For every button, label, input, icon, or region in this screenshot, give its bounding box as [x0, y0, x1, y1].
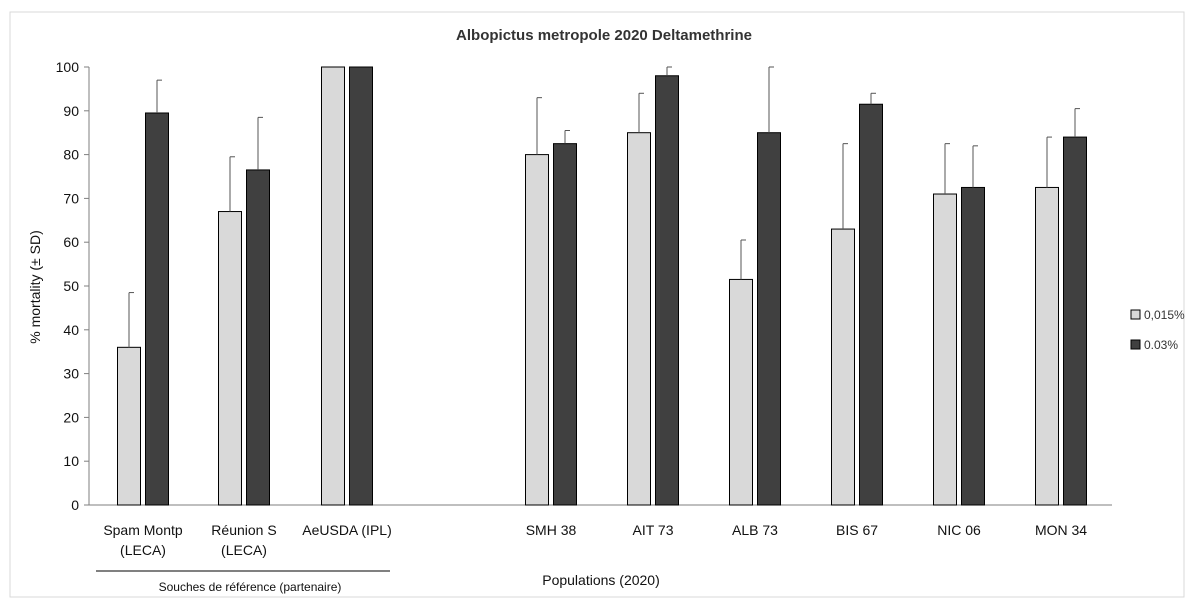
category-label: AIT 73	[633, 522, 674, 538]
bar-high-dose	[655, 75, 679, 506]
bar-high-dose	[349, 66, 373, 506]
bar-high-dose	[859, 103, 883, 506]
bar-high-dose	[757, 132, 781, 506]
error-bars-layer	[128, 66, 1080, 348]
bar-low-dose	[831, 228, 855, 506]
y-tick-label: 50	[63, 278, 79, 294]
y-tick-label: 10	[63, 453, 79, 469]
y-tick-label: 90	[63, 103, 79, 119]
category-labels: Spam Montp (LECA) Réunion S (LECA) AeUSDA (I…	[103, 522, 1087, 558]
bar-low-dose	[627, 132, 651, 506]
bar-low-dose	[321, 66, 345, 506]
bar-high-dose	[961, 186, 985, 506]
legend-swatch	[1130, 339, 1141, 350]
bar-low-dose	[218, 211, 242, 506]
y-tick-label: 40	[63, 322, 79, 338]
legend-swatch	[1130, 309, 1141, 320]
bar-high-dose	[145, 112, 169, 506]
bar-low-dose	[933, 193, 957, 506]
bar-low-dose	[1035, 186, 1059, 506]
category-label: SMH 38	[526, 522, 577, 538]
chart-frame	[9, 11, 1185, 598]
category-label: ALB 73	[732, 522, 778, 538]
y-axis-label: % mortality (± SD)	[27, 230, 43, 343]
y-tick-label: 20	[63, 409, 79, 425]
category-label: BIS 67	[836, 522, 878, 538]
category-label: Réunion S	[211, 522, 276, 538]
legend-label: 0.03%	[1144, 338, 1178, 352]
group-labels: Souches de référence (partenaire) Populat…	[96, 570, 660, 594]
category-label: AeUSDA (IPL)	[302, 522, 391, 538]
group-label-reference: Souches de référence (partenaire)	[159, 580, 342, 594]
y-tick-label: 80	[63, 147, 79, 163]
bar-high-dose	[1063, 136, 1087, 506]
group-label-populations: Populations (2020)	[542, 572, 660, 588]
bar-low-dose	[117, 346, 141, 506]
legend-label: 0,015%	[1144, 308, 1185, 322]
y-tick-label: 100	[56, 59, 80, 75]
y-tick-label: 30	[63, 366, 79, 382]
chart-title: Albopictus metropole 2020 Deltamethrine	[456, 27, 752, 44]
bar-low-dose	[729, 278, 753, 506]
legend: 0,015% 0.03%	[1130, 308, 1185, 352]
bar-high-dose	[553, 143, 577, 506]
category-label: MON 34	[1035, 522, 1087, 538]
category-label: Spam Montp	[103, 522, 183, 538]
category-label: NIC 06	[937, 522, 981, 538]
category-label: (LECA)	[221, 542, 267, 558]
bar-low-dose	[525, 154, 549, 506]
y-tick-label: 70	[63, 190, 79, 206]
category-label: (LECA)	[120, 542, 166, 558]
bar-high-dose	[246, 169, 270, 506]
y-tick-label: 0	[71, 497, 79, 513]
y-tick-label: 60	[63, 234, 79, 250]
